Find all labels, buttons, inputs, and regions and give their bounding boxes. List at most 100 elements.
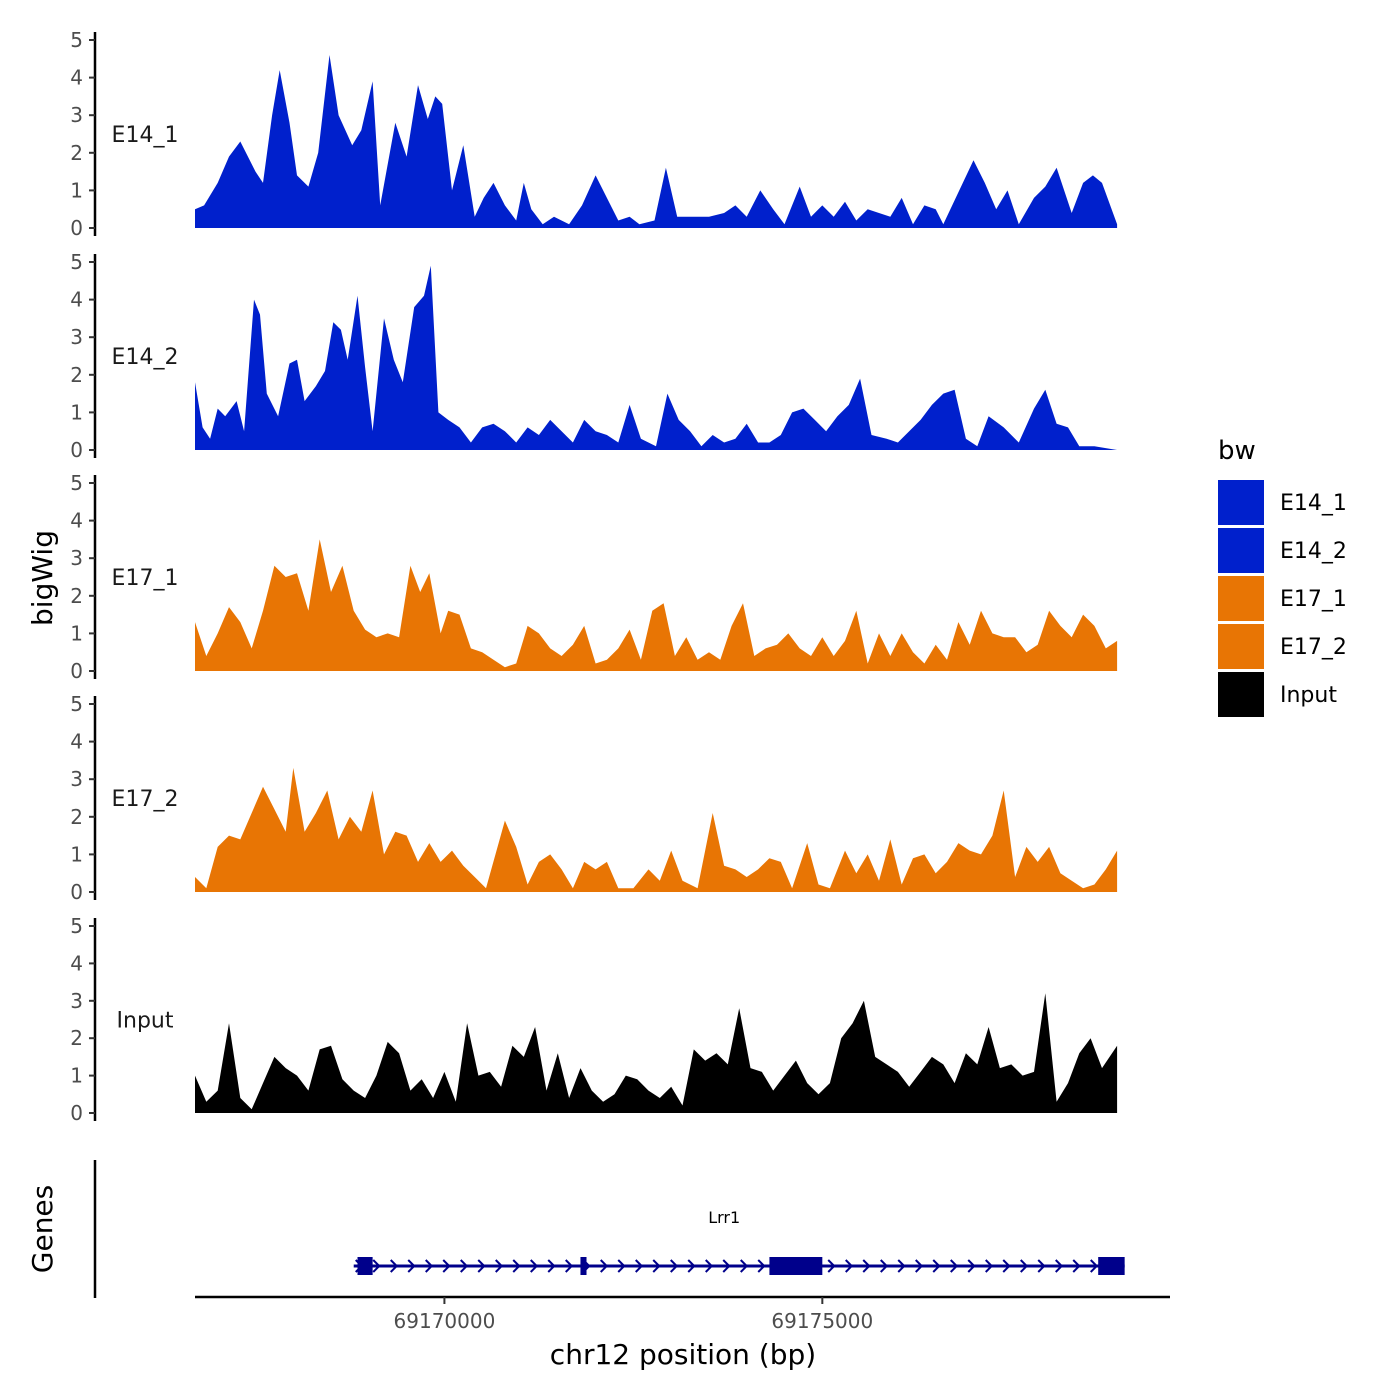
y-tick-label: 2 bbox=[70, 1026, 83, 1050]
strand-chevron bbox=[845, 1259, 854, 1273]
area-E14_1 bbox=[195, 55, 1118, 228]
y-tick-label: 0 bbox=[70, 880, 83, 904]
track-label: E17_2 bbox=[112, 787, 179, 812]
legend-title: bw bbox=[1218, 436, 1256, 466]
strand-chevron bbox=[757, 1259, 766, 1273]
strand-chevron bbox=[740, 1259, 749, 1273]
y-tick-label: 1 bbox=[70, 178, 83, 202]
strand-chevron bbox=[425, 1259, 434, 1273]
gene-name-label: Lrr1 bbox=[708, 1208, 740, 1227]
strand-chevron bbox=[670, 1259, 679, 1273]
strand-chevron bbox=[1020, 1259, 1029, 1273]
y-tick-label: 3 bbox=[70, 325, 83, 349]
strand-chevron bbox=[512, 1259, 521, 1273]
y-tick-label: 0 bbox=[70, 1101, 83, 1125]
area-E14_2 bbox=[195, 265, 1118, 450]
signal-tracks: 0 1 2 3 4 5 E14_1 0 1 2 3 4 5 E14_2 0 1 2 3 4 5 E17_1 0 1 2 3 4 5 E… bbox=[70, 28, 1118, 1125]
strand-chevron bbox=[880, 1259, 889, 1273]
exon bbox=[769, 1257, 823, 1275]
strand-chevron bbox=[495, 1259, 504, 1273]
strand-chevron bbox=[547, 1259, 556, 1273]
legend-entry-E17_2: E17_2 bbox=[1218, 624, 1347, 669]
strand-chevron bbox=[862, 1259, 871, 1273]
legend-label: E17_1 bbox=[1280, 587, 1347, 612]
y-tick-label: 3 bbox=[70, 546, 83, 570]
y-tick-label: 1 bbox=[70, 400, 83, 424]
area-E17_1 bbox=[195, 539, 1118, 671]
y-tick-label: 3 bbox=[70, 103, 83, 127]
track-label: Input bbox=[117, 1009, 174, 1034]
track-label: E17_1 bbox=[112, 566, 179, 591]
strand-chevron bbox=[460, 1259, 469, 1273]
legend: bw E14_1 E14_2 E17_1 E17_2 Input bbox=[1218, 436, 1347, 717]
exon bbox=[357, 1257, 373, 1275]
track-E14_1: 0 1 2 3 4 5 E14_1 bbox=[70, 28, 1118, 240]
strand-chevron bbox=[477, 1259, 486, 1273]
track-label: E14_1 bbox=[112, 123, 179, 148]
legend-swatch bbox=[1218, 480, 1264, 525]
y-tick-label: 1 bbox=[70, 842, 83, 866]
exon bbox=[1098, 1257, 1125, 1275]
y-tick-label: 3 bbox=[70, 767, 83, 791]
strand-chevron bbox=[915, 1259, 924, 1273]
strand-chevron bbox=[985, 1259, 994, 1273]
strand-chevron bbox=[390, 1259, 399, 1273]
x-tick-label: 69170000 bbox=[394, 1309, 496, 1333]
strand-chevron bbox=[1002, 1259, 1011, 1273]
strand-chevron bbox=[967, 1259, 976, 1273]
track-label: E14_2 bbox=[112, 345, 179, 370]
track-Input: 0 1 2 3 4 5 Input bbox=[70, 914, 1118, 1125]
strand-chevron bbox=[372, 1259, 381, 1273]
y-tick-label: 5 bbox=[70, 914, 83, 938]
y-tick-label: 4 bbox=[70, 951, 83, 975]
strand-chevron bbox=[897, 1259, 906, 1273]
strand-chevron bbox=[932, 1259, 941, 1273]
strand-chevron bbox=[705, 1259, 714, 1273]
legend-entry-E17_1: E17_1 bbox=[1218, 576, 1347, 621]
y-tick-label: 4 bbox=[70, 730, 83, 754]
gene-Lrr1: Lrr1 bbox=[353, 1208, 1125, 1275]
legend-label: E14_1 bbox=[1280, 491, 1347, 516]
legend-entry-E14_1: E14_1 bbox=[1218, 480, 1347, 525]
strand-chevron bbox=[635, 1259, 644, 1273]
y-tick-label: 5 bbox=[70, 28, 83, 52]
y-tick-label: 2 bbox=[70, 141, 83, 165]
y-tick-label: 0 bbox=[70, 438, 83, 462]
area-E17_2 bbox=[195, 767, 1118, 892]
legend-swatch bbox=[1218, 672, 1264, 717]
track-E14_2: 0 1 2 3 4 5 E14_2 bbox=[70, 250, 1118, 462]
x-axis: 69170000 69175000 bbox=[195, 1295, 1170, 1333]
legend-swatch bbox=[1218, 624, 1264, 669]
strand-chevron bbox=[950, 1259, 959, 1273]
exon bbox=[580, 1257, 587, 1275]
legend-swatch bbox=[1218, 528, 1264, 573]
strand-chevron bbox=[600, 1259, 609, 1273]
y-tick-label: 5 bbox=[70, 250, 83, 274]
strand-chevron bbox=[1072, 1259, 1081, 1273]
strand-chevron bbox=[722, 1259, 731, 1273]
strand-chevron bbox=[687, 1259, 696, 1273]
strand-chevron bbox=[565, 1259, 574, 1273]
strand-chevron bbox=[827, 1259, 836, 1273]
strand-chevron bbox=[442, 1259, 451, 1273]
y-tick-label: 4 bbox=[70, 288, 83, 312]
legend-label: Input bbox=[1280, 683, 1337, 708]
y-axis-title: bigWig bbox=[26, 530, 59, 626]
y-tick-label: 2 bbox=[70, 584, 83, 608]
strand-chevron bbox=[617, 1259, 626, 1273]
area-Input bbox=[195, 993, 1118, 1113]
legend-swatch bbox=[1218, 576, 1264, 621]
y-tick-label: 5 bbox=[70, 471, 83, 495]
legend-label: E14_2 bbox=[1280, 539, 1347, 564]
y-tick-label: 5 bbox=[70, 692, 83, 716]
x-tick-label: 69175000 bbox=[771, 1309, 873, 1333]
legend-entry-E14_2: E14_2 bbox=[1218, 528, 1347, 573]
strand-chevron bbox=[407, 1259, 416, 1273]
track-E17_1: 0 1 2 3 4 5 E17_1 bbox=[70, 471, 1118, 683]
y-tick-label: 0 bbox=[70, 216, 83, 240]
strand-chevron bbox=[1037, 1259, 1046, 1273]
strand-chevron bbox=[530, 1259, 539, 1273]
strand-chevron bbox=[1090, 1259, 1099, 1273]
